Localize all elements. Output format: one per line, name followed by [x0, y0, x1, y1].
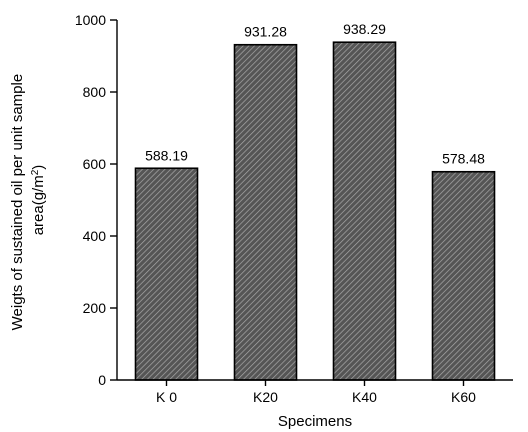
y-tick-label: 1000 — [75, 12, 106, 28]
y-tick-label: 400 — [83, 228, 107, 244]
y-tick-label: 200 — [83, 300, 107, 316]
bars-group — [134, 41, 496, 381]
bar-value-label: 938.29 — [343, 21, 386, 37]
x-tick-label: K40 — [352, 389, 377, 405]
y-tick-label: 0 — [98, 372, 106, 388]
x-tick-label: K60 — [451, 389, 476, 405]
y-axis-title-line2-prefix: area(g/m — [30, 175, 47, 235]
y-axis-title-line2-sup: 2 — [30, 169, 41, 175]
y-tick-label: 800 — [83, 84, 107, 100]
y-ticks-group: 0 200 400 600 800 1000 — [75, 12, 117, 388]
bar-value-label: 578.48 — [442, 151, 485, 167]
y-axis-title-line2-suffix: ) — [30, 165, 47, 170]
y-axis-title: Weigts of sustained oil per unit sample … — [9, 70, 47, 331]
bar-k0 — [134, 167, 199, 381]
bar-k20 — [233, 43, 298, 381]
bar-k60 — [431, 170, 496, 381]
bar-value-label: 588.19 — [145, 147, 188, 163]
axes-group — [116, 20, 513, 381]
x-axis-title: Specimens — [278, 413, 352, 430]
y-axis-title-line1: Weigts of sustained oil per unit sample — [9, 74, 26, 331]
x-tick-label: K20 — [253, 389, 278, 405]
bar-value-label: 931.28 — [244, 24, 287, 40]
y-axis-title-line2: area(g/m2) — [30, 165, 48, 236]
x-tick-label: K 0 — [156, 389, 177, 405]
y-tick-label: 600 — [83, 156, 107, 172]
value-labels-group: 588.19 931.28 938.29 578.48 — [145, 21, 485, 167]
bar-k40 — [332, 41, 397, 381]
x-ticks-group: K 0 K20 K40 K60 — [156, 380, 476, 405]
